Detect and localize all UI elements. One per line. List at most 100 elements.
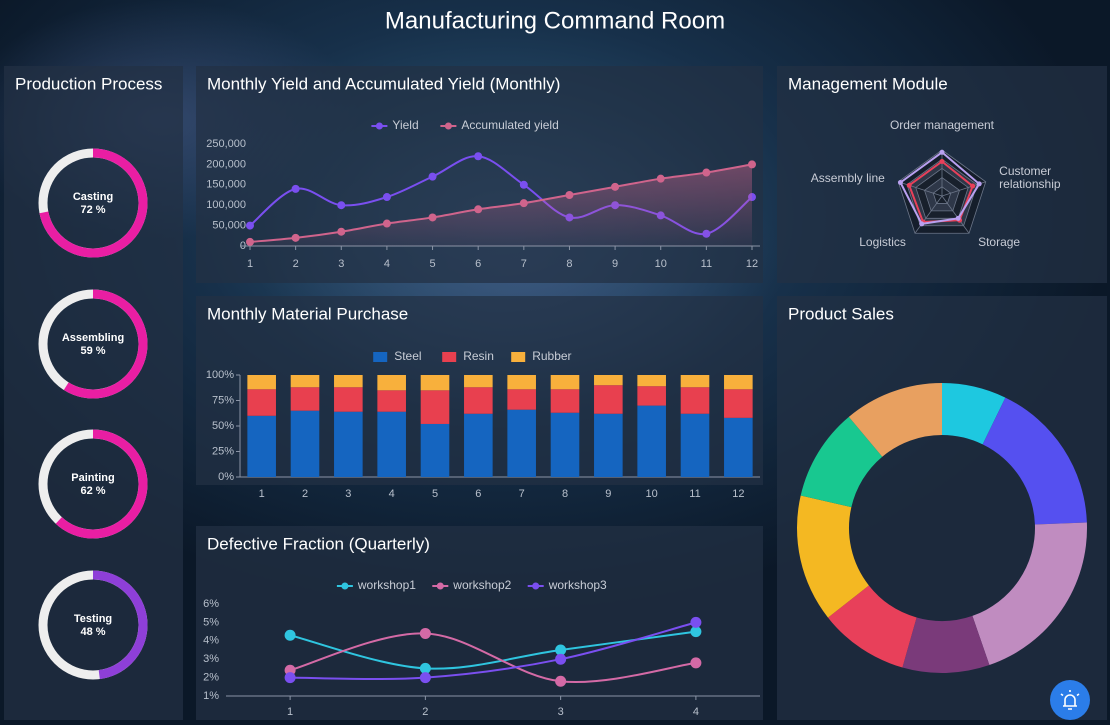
bar-segment	[334, 375, 363, 388]
bar-segment	[420, 423, 450, 477]
x-tick-label: 6	[475, 488, 481, 500]
bar-segment	[247, 389, 276, 416]
radar-series	[899, 151, 981, 226]
bar-segment	[290, 387, 320, 411]
x-tick-label: 8	[566, 258, 572, 270]
bar-segment	[247, 415, 276, 477]
series-point	[246, 221, 254, 230]
x-tick-label: 8	[562, 488, 568, 500]
panel-title: Monthly Yield and Accumulated Yield (Mon…	[207, 74, 560, 93]
legend-dot	[532, 582, 540, 590]
alert-button-bg[interactable]	[1050, 680, 1090, 720]
gauge-name: Painting	[71, 472, 114, 484]
x-tick-label: 2	[422, 706, 428, 718]
x-tick-label: 11	[701, 258, 712, 270]
bar-segment	[290, 375, 320, 388]
series-point	[474, 152, 483, 161]
x-tick-label: 7	[519, 488, 525, 500]
legend-swatch	[373, 352, 388, 362]
radar-label: Customer relationship	[999, 165, 1060, 191]
legend-label: Resin	[463, 349, 494, 363]
bar-segment	[507, 375, 536, 390]
radar-label: Order management	[890, 118, 994, 131]
y-tick-label: 50,000	[212, 220, 246, 232]
series-point	[382, 219, 391, 228]
radar-label: Storage	[978, 236, 1020, 249]
bar-segment	[377, 375, 406, 391]
y-tick-label: 250,000	[206, 138, 246, 150]
alert-icon[interactable]	[1060, 690, 1080, 710]
series-point	[555, 675, 567, 687]
bar-segment	[637, 405, 666, 477]
bar-segment	[550, 412, 580, 477]
x-tick-label: 3	[558, 706, 564, 718]
pie-slice	[797, 495, 869, 618]
bar-segment	[377, 390, 406, 412]
x-tick-label: 4	[693, 706, 699, 718]
series-point	[337, 227, 346, 236]
pie-slice	[902, 615, 990, 673]
bar-segment	[724, 417, 753, 477]
alert-button[interactable]	[1050, 680, 1090, 720]
x-tick-label: 5	[432, 488, 438, 500]
y-tick-label: 50%	[212, 420, 234, 432]
bar-segment	[594, 375, 623, 386]
series-point	[246, 237, 254, 246]
legend-label: workshop3	[548, 578, 607, 592]
pie-slice	[942, 383, 1006, 445]
series-point	[555, 653, 567, 665]
bar-segment	[464, 375, 493, 388]
gauge-arc	[92, 570, 148, 680]
series-point	[474, 205, 483, 214]
x-tick-label: 10	[646, 488, 658, 500]
gauge-value: 72 %	[80, 204, 105, 216]
bar-segment	[680, 375, 710, 388]
series-point	[690, 657, 702, 669]
series-point	[419, 627, 431, 639]
radar-label: Assembly line	[810, 170, 885, 185]
bar-segment	[464, 387, 493, 414]
x-tick-label: 3	[338, 258, 344, 270]
series-point	[656, 174, 665, 183]
bar-segment	[377, 411, 406, 477]
series-point	[519, 180, 528, 189]
series-point	[565, 191, 574, 199]
y-tick-label: 1%	[203, 690, 219, 702]
pie-slice	[827, 585, 917, 668]
gauge-value: 62 %	[80, 485, 105, 497]
x-tick-label: 2	[302, 488, 308, 500]
bar-segment	[334, 411, 363, 477]
radar-point	[919, 221, 925, 227]
x-tick-label: 9	[605, 488, 611, 500]
radar-spoke	[914, 195, 943, 234]
legend-label: Steel	[394, 349, 421, 363]
bar-segment	[550, 389, 580, 413]
y-tick-label: 2%	[203, 672, 219, 684]
y-tick-label: 25%	[212, 445, 234, 457]
bar-segment	[594, 385, 623, 414]
series-point	[428, 213, 437, 222]
x-tick-label: 2	[293, 258, 299, 270]
bar-segment	[637, 375, 666, 387]
y-tick-label: 5%	[203, 616, 219, 628]
x-tick-label: 6	[475, 258, 481, 270]
x-tick-label: 12	[732, 488, 744, 500]
bar-segment	[680, 387, 710, 414]
bar-segment	[637, 386, 666, 406]
y-tick-label: 200,000	[206, 158, 246, 170]
y-tick-label: 100%	[206, 369, 234, 381]
radar-spoke	[941, 195, 970, 234]
x-tick-label: 9	[612, 258, 618, 270]
radar-point	[970, 183, 976, 189]
bar-segment	[724, 389, 753, 418]
series-point	[284, 629, 296, 641]
legend-label: Accumulated yield	[461, 118, 558, 132]
radar-label: Assembly line	[810, 170, 885, 185]
series-point	[690, 616, 702, 628]
pie-slice	[848, 383, 942, 457]
x-tick-label: 12	[746, 258, 758, 270]
radar-spoke	[898, 181, 943, 197]
series-point	[611, 182, 620, 191]
